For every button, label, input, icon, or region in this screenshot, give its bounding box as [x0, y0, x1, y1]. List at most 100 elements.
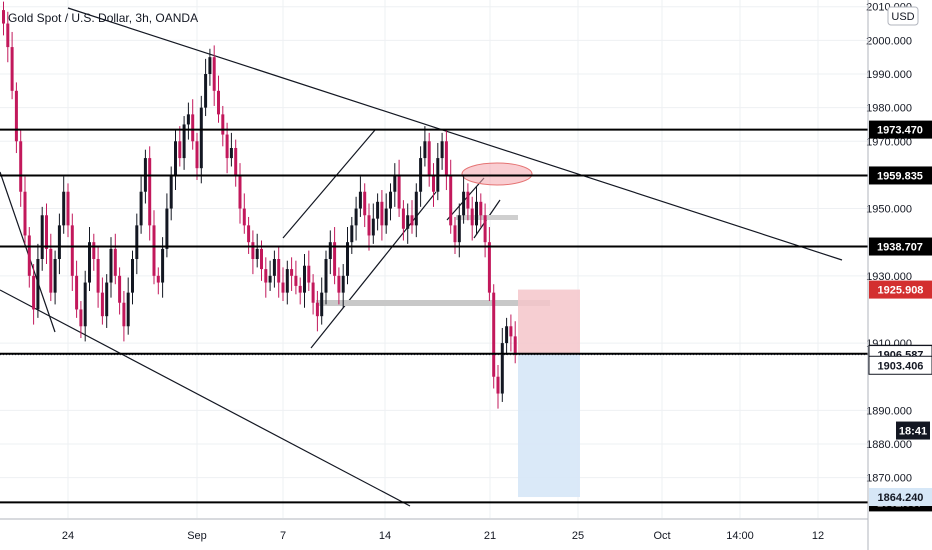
level-tag-label: 1973.470	[877, 125, 923, 137]
resistance-ellipse	[461, 162, 533, 186]
y-tick-label: 1930.000	[866, 271, 912, 283]
candle-body	[2, 10, 5, 24]
candle-body	[208, 57, 212, 74]
candle-body	[92, 242, 96, 259]
candle-body	[191, 114, 195, 142]
candle-body	[414, 191, 418, 226]
horizontal-levels	[0, 128, 868, 504]
candle-body	[272, 259, 276, 276]
candle-body	[350, 225, 354, 243]
candle-body	[75, 275, 79, 310]
trendline	[0, 171, 56, 333]
candle-body	[324, 259, 328, 293]
trendline	[0, 289, 411, 507]
level-tag: 1959.835	[869, 166, 932, 185]
candle-body	[513, 336, 517, 355]
candle-body	[23, 191, 27, 236]
candle-body	[410, 215, 414, 226]
candle-body	[462, 191, 466, 216]
candle-body	[367, 215, 371, 236]
candle-body	[57, 225, 61, 259]
candle-body	[423, 141, 427, 159]
candle-body	[303, 265, 306, 293]
trendline	[282, 129, 376, 239]
y-tick-label: 2000.000	[866, 35, 912, 47]
candle-body	[466, 191, 470, 209]
candle-body	[174, 141, 177, 175]
x-tick-label: 12	[812, 530, 824, 542]
candle-body	[371, 218, 375, 236]
candle-body	[100, 292, 104, 317]
candle-body	[126, 292, 130, 327]
candle-body	[401, 208, 405, 229]
candle-body	[135, 225, 139, 259]
candle-body	[260, 248, 263, 270]
candle-body	[281, 282, 285, 293]
candle-body	[251, 242, 255, 259]
price-tag: 1864.240	[869, 488, 932, 507]
candle-body	[320, 292, 324, 317]
candle-body	[229, 148, 233, 159]
candle-body	[358, 191, 362, 209]
candle-body	[27, 235, 31, 276]
candle-body	[457, 215, 461, 243]
candle-body	[152, 225, 156, 276]
candle-body	[492, 292, 496, 377]
trendline	[67, 7, 843, 261]
candle-body	[139, 191, 143, 226]
candle-body	[315, 302, 319, 317]
candle-body	[212, 57, 216, 91]
candle-body	[178, 141, 182, 159]
candle-body	[32, 275, 36, 310]
candle-body	[298, 285, 302, 293]
candle-body	[204, 74, 208, 108]
price-tag-label: 18:41	[899, 426, 927, 438]
candle-body	[148, 158, 152, 226]
candles	[2, 1, 517, 409]
level-tag-label: 1959.835	[877, 170, 923, 182]
price-tag: 18:41	[896, 421, 930, 440]
candle-body	[62, 191, 66, 226]
candle-body	[14, 90, 18, 142]
candle-body	[393, 174, 397, 192]
candle-body	[66, 191, 70, 226]
candle-body	[444, 141, 448, 175]
candle-body	[440, 141, 444, 159]
candle-body	[470, 208, 474, 226]
candle-body	[88, 242, 91, 283]
candle-body	[118, 275, 122, 303]
candle-body	[182, 124, 186, 159]
price-axis[interactable]: 2010.0002000.0001990.0001980.0001970.000…	[866, 0, 932, 550]
candle-body	[217, 90, 220, 115]
x-tick-label: 25	[572, 530, 584, 542]
candle-body	[221, 114, 225, 135]
x-tick-label: 7	[280, 530, 286, 542]
candle-body	[247, 225, 251, 243]
candle-body	[156, 275, 160, 283]
price-tag-bg	[869, 280, 932, 299]
price-tag-label: 1864.240	[878, 492, 924, 504]
candle-body	[255, 248, 259, 259]
candle-body	[406, 215, 410, 229]
y-tick-label: 1970.000	[866, 136, 912, 148]
candle-body	[328, 242, 332, 259]
y-tick-label: 1870.000	[866, 473, 912, 485]
currency-label: USD	[891, 11, 914, 23]
candle-body	[131, 259, 134, 293]
candle-body	[333, 242, 337, 276]
y-tick-label: 1880.000	[866, 439, 912, 451]
level-tag: 1973.470	[869, 120, 932, 139]
candle-body	[264, 269, 268, 283]
candle-body	[165, 208, 169, 249]
candle-body	[453, 225, 457, 243]
time-axis[interactable]: 24 Sep 7 14 21 25 Oct 14:00 12	[0, 518, 868, 542]
position-zones	[518, 289, 580, 498]
candle-body	[113, 248, 117, 276]
level-tag-label: 1938.707	[877, 242, 923, 254]
candle-body	[285, 269, 289, 293]
currency-button[interactable]: USD	[887, 6, 919, 26]
candle-body	[341, 275, 345, 293]
candle-body	[500, 343, 504, 394]
candle-body	[234, 148, 238, 175]
